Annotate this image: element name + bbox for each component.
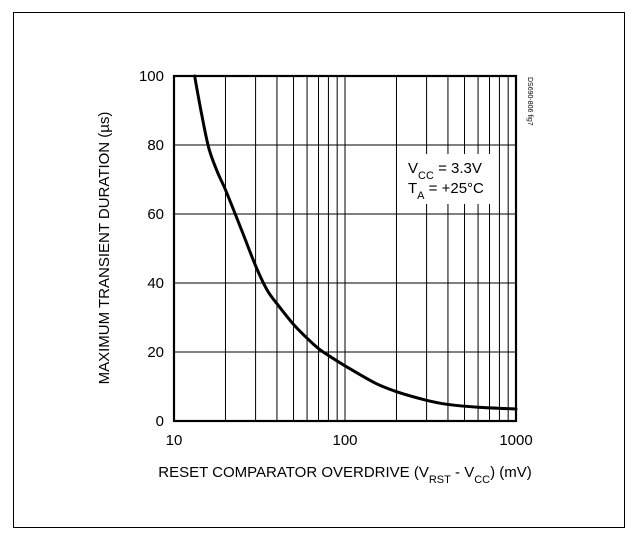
y-tick-labels: 0 20 40 60 80 100 — [139, 68, 164, 430]
x-tick-label: 1000 — [499, 432, 532, 449]
x-axis-label: RESET COMPARATOR OVERDRIVE (VRST - VCC) … — [158, 464, 532, 486]
y-axis-label: MAXIMUM TRANSIENT DURATION (µs) — [96, 112, 113, 385]
series-group — [193, 74, 518, 411]
ta-annotation: TA = +25°C — [408, 180, 484, 202]
figure-id: DS690-806 fig7 — [526, 77, 533, 126]
vcc-annotation: VCC = 3.3V — [408, 160, 482, 182]
y-tick-label: 60 — [147, 206, 164, 223]
x-tick-label: 10 — [166, 432, 183, 449]
annotation-background — [403, 154, 493, 204]
y-tick-label: 20 — [147, 344, 164, 361]
y-tick-label: 0 — [156, 413, 164, 430]
series-line — [193, 74, 518, 411]
grid — [174, 76, 516, 421]
y-tick-label: 100 — [139, 68, 164, 85]
y-tick-label: 40 — [147, 275, 164, 292]
x-tick-labels: 10 100 1000 — [166, 432, 533, 449]
y-tick-label: 80 — [147, 137, 164, 154]
figure-frame — [13, 12, 625, 528]
plot-border — [172, 74, 518, 423]
x-tick-label: 100 — [332, 432, 357, 449]
